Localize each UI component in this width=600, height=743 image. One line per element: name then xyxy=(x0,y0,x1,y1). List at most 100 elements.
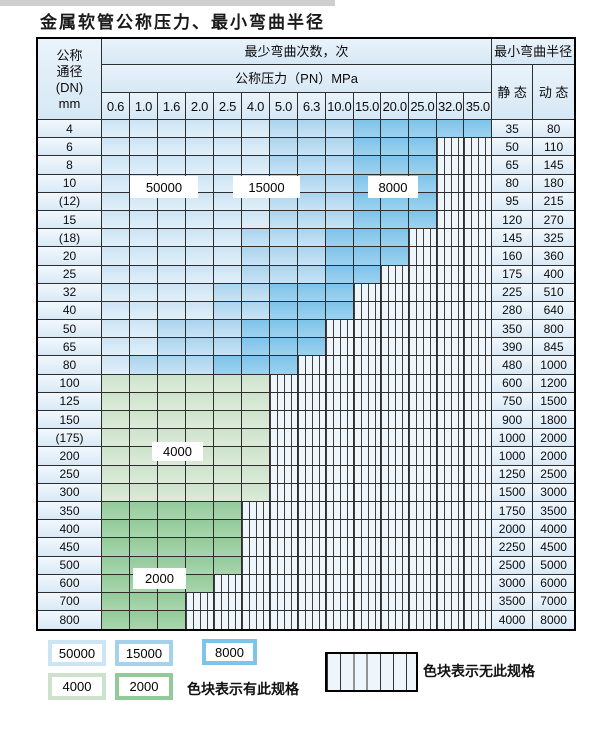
pressure-cell xyxy=(381,520,410,539)
static-radius-cell: 160 xyxy=(492,247,534,266)
pressure-cell xyxy=(214,320,242,339)
pressure-cell xyxy=(158,611,186,630)
pressure-cell xyxy=(298,210,326,230)
header-dn-line: (DN) xyxy=(55,79,84,95)
header-pressure-value: 0.6 xyxy=(102,93,130,120)
dn-cell: 125 xyxy=(38,392,102,411)
pressure-cell xyxy=(130,392,158,411)
table-label-8000: 8000 xyxy=(368,176,418,198)
pressure-cell xyxy=(353,356,382,375)
pressure-cell xyxy=(381,210,410,230)
pressure-cell xyxy=(242,338,270,357)
pressure-cell xyxy=(214,156,242,175)
pressure-cell xyxy=(326,592,354,612)
header-dn-line: 公称 xyxy=(56,47,83,63)
pressure-cell xyxy=(186,483,214,502)
pressure-cell xyxy=(102,465,130,484)
static-radius-cell: 2250 xyxy=(492,538,534,557)
pressure-cell xyxy=(214,356,242,375)
pressure-cell xyxy=(464,611,493,630)
pressure-cell xyxy=(130,210,158,230)
table-label-2000: 2000 xyxy=(133,568,186,589)
pressure-cell xyxy=(186,301,214,321)
pressure-cell xyxy=(298,501,326,521)
pressure-cell xyxy=(242,447,270,466)
pressure-cell xyxy=(409,592,437,612)
pressure-cell xyxy=(436,501,465,521)
static-radius-cell: 120 xyxy=(492,210,534,230)
pressure-cell xyxy=(326,501,354,521)
pressure-cell xyxy=(381,265,410,284)
pressure-cell xyxy=(353,483,382,502)
header-pressure-value: 2.5 xyxy=(214,93,242,120)
dn-cell: 300 xyxy=(38,483,102,502)
pressure-cell xyxy=(298,174,326,193)
pressure-cell xyxy=(214,465,242,484)
header-pressure-value: 1.0 xyxy=(130,93,158,120)
pressure-cell xyxy=(326,520,354,539)
pressure-cell xyxy=(409,374,437,393)
table-label-15000: 15000 xyxy=(233,176,300,198)
pressure-cell xyxy=(464,429,493,448)
pressure-cell xyxy=(270,338,298,357)
pressure-cell xyxy=(409,356,437,375)
pressure-cell xyxy=(381,283,410,302)
pressure-cell xyxy=(464,301,493,321)
pressure-cell xyxy=(298,120,326,139)
pressure-cell xyxy=(464,592,493,612)
pressure-cell xyxy=(298,483,326,502)
pressure-cell xyxy=(102,501,130,521)
static-radius-cell: 3500 xyxy=(492,592,534,612)
pressure-cell xyxy=(270,392,298,411)
pressure-cell xyxy=(326,138,354,157)
pressure-cell xyxy=(214,229,242,248)
pressure-cell xyxy=(464,411,493,430)
pressure-cell xyxy=(464,138,493,157)
pressure-cell xyxy=(409,338,437,357)
pressure-cell xyxy=(130,320,158,339)
dynamic-radius-cell: 400 xyxy=(533,265,575,284)
pressure-cell xyxy=(102,120,130,139)
pressure-cell xyxy=(436,192,465,211)
pressure-cell xyxy=(270,138,298,157)
dynamic-radius-cell: 510 xyxy=(533,283,575,302)
dn-cell: 65 xyxy=(38,338,102,357)
pressure-cell xyxy=(326,483,354,502)
pressure-cell xyxy=(102,192,130,211)
pressure-cell xyxy=(298,229,326,248)
pressure-cell xyxy=(464,174,493,193)
pressure-cell xyxy=(158,301,186,321)
header-pressure-value: 15.0 xyxy=(353,93,382,120)
pressure-cell xyxy=(298,447,326,466)
pressure-cell xyxy=(464,483,493,502)
dn-cell: 250 xyxy=(38,465,102,484)
legend-has-spec-text: 色块表示有此规格 xyxy=(187,681,299,697)
pressure-cell xyxy=(242,156,270,175)
pressure-cell xyxy=(130,338,158,357)
pressure-cell xyxy=(102,174,130,193)
pressure-cell xyxy=(326,574,354,593)
static-radius-cell: 2000 xyxy=(492,520,534,539)
pressure-cell xyxy=(270,120,298,139)
dynamic-radius-cell: 4500 xyxy=(533,538,575,557)
spec-table: 公称 通径 (DN) mm 最少弯曲次数，次 最小弯曲半径 公称压力（PN）MPa 静 态动 … xyxy=(36,37,577,632)
dn-cell: 6 xyxy=(38,138,102,157)
pressure-cell xyxy=(326,465,354,484)
pressure-cell xyxy=(436,447,465,466)
table-label-50000: 50000 xyxy=(130,176,198,198)
pressure-cell xyxy=(436,392,465,411)
static-radius-cell: 350 xyxy=(492,320,534,339)
legend-swatch-15000: 15000 xyxy=(115,640,173,666)
pressure-cell xyxy=(381,574,410,593)
pressure-cell xyxy=(102,429,130,448)
pressure-cell xyxy=(270,265,298,284)
pressure-cell xyxy=(214,501,242,521)
header-dn: 公称 通径 (DN) mm xyxy=(38,39,102,120)
pressure-cell xyxy=(242,247,270,266)
pressure-cell xyxy=(464,574,493,593)
dynamic-radius-cell: 1000 xyxy=(533,356,575,375)
pressure-cell xyxy=(130,611,158,630)
pressure-cell xyxy=(464,520,493,539)
pressure-cell xyxy=(242,429,270,448)
static-radius-cell: 1000 xyxy=(492,429,534,448)
